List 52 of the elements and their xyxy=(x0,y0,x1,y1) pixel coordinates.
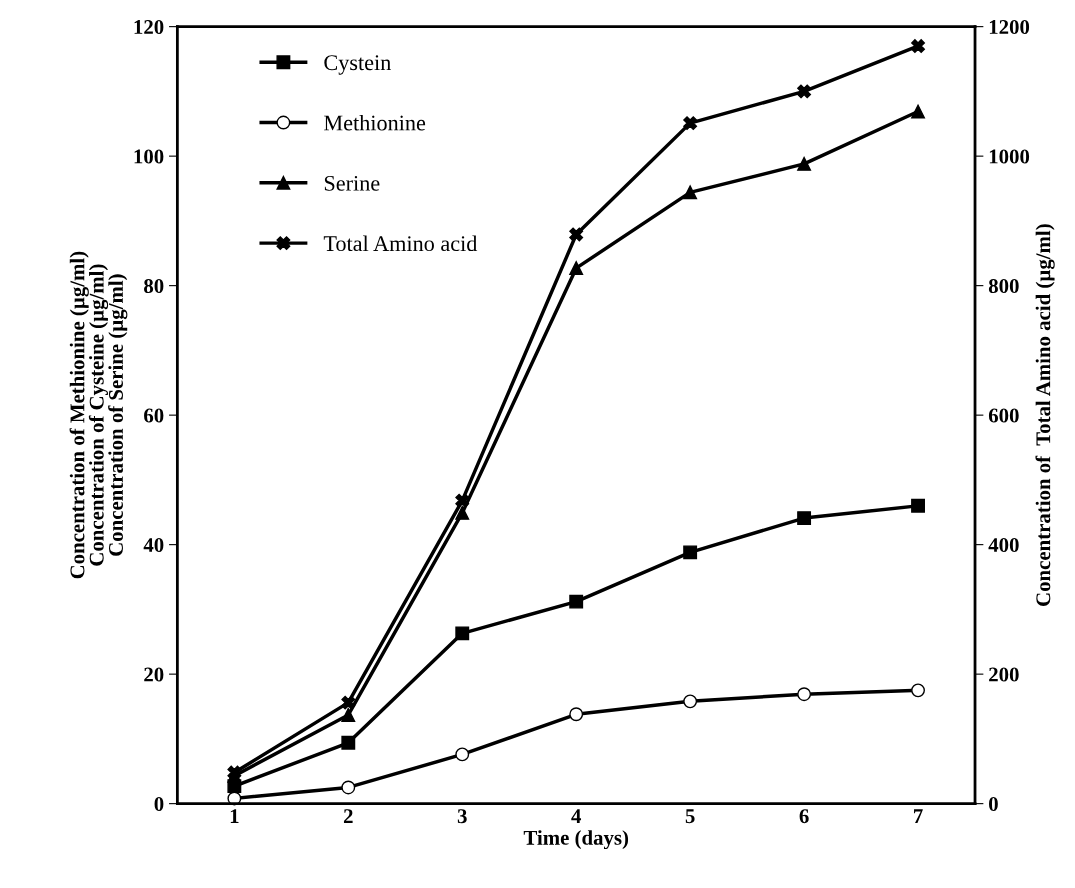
point xyxy=(341,735,356,750)
point xyxy=(797,84,812,99)
y2-tick-label: 600 xyxy=(988,408,1019,423)
y-tick-label: 0 xyxy=(154,797,164,812)
point xyxy=(683,545,698,560)
x-tick-label: 1 xyxy=(230,809,239,823)
point xyxy=(341,707,356,722)
legend-label: Total Amino acid xyxy=(323,235,478,252)
y-axis-title: Concentration of Methionine (µg/ml) Concentration of Cysteine (µg/ml) Concentration of Serine (µg/ml) xyxy=(69,251,128,579)
point xyxy=(455,747,470,762)
x-tick-label: 5 xyxy=(685,809,695,824)
point xyxy=(683,185,698,200)
legend-label: Serine xyxy=(324,175,380,191)
point xyxy=(569,227,584,242)
legend-label: Methionine xyxy=(324,114,426,131)
point xyxy=(455,626,470,641)
point xyxy=(797,156,812,171)
y2-tick-label: 400 xyxy=(988,538,1019,553)
y2-tick-label: 1200 xyxy=(989,20,1030,35)
y-tick-label: 120 xyxy=(134,20,164,35)
point xyxy=(569,261,584,276)
x-tick-label: 2 xyxy=(343,809,353,823)
point xyxy=(341,780,356,795)
point xyxy=(911,683,925,698)
y-tick-label: 80 xyxy=(144,279,164,294)
x-tick-label: 7 xyxy=(914,809,923,823)
point xyxy=(911,39,925,54)
y2-tick-label: 1000 xyxy=(989,149,1030,164)
x-tick-label: 6 xyxy=(799,809,809,824)
point xyxy=(683,116,698,131)
point xyxy=(911,498,925,513)
point xyxy=(569,594,584,609)
point xyxy=(455,493,470,508)
point xyxy=(455,505,470,520)
x-tick-label: 4 xyxy=(571,809,582,823)
point xyxy=(911,104,925,119)
x-tick-label: 3 xyxy=(457,809,467,824)
point xyxy=(569,707,584,722)
y2-tick-label: 800 xyxy=(988,279,1019,294)
x-axis-title: Time (days) xyxy=(523,830,629,850)
point xyxy=(797,511,812,526)
point xyxy=(341,695,356,710)
legend-label: Cystein xyxy=(324,55,391,75)
y-tick-label: 60 xyxy=(144,408,164,423)
y-tick-label: 40 xyxy=(143,538,164,553)
y2-axis-title: Concentration of Total Amino acid (µg/ml) xyxy=(1035,224,1055,606)
point xyxy=(797,687,812,702)
point xyxy=(683,694,698,709)
y-tick-label: 20 xyxy=(144,667,164,682)
y2-tick-label: 0 xyxy=(989,797,998,812)
y2-tick-label: 200 xyxy=(989,667,1019,682)
y-tick-label: 100 xyxy=(134,149,164,164)
